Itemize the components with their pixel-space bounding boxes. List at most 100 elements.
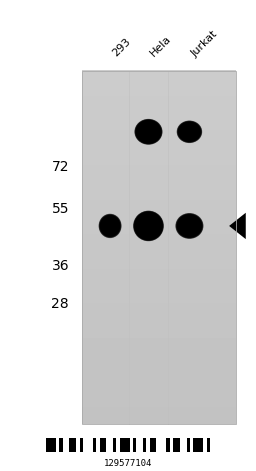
Ellipse shape (136, 120, 161, 143)
Ellipse shape (134, 211, 163, 240)
Ellipse shape (138, 122, 159, 142)
Bar (46, 438, 56, 452)
Ellipse shape (101, 216, 119, 236)
Ellipse shape (181, 124, 198, 139)
Ellipse shape (139, 217, 158, 235)
Ellipse shape (135, 213, 162, 239)
Ellipse shape (137, 121, 160, 143)
Ellipse shape (138, 122, 159, 141)
Text: 55: 55 (52, 203, 69, 217)
Ellipse shape (103, 219, 117, 233)
Ellipse shape (134, 211, 163, 240)
Ellipse shape (178, 122, 201, 142)
Ellipse shape (139, 217, 158, 236)
Ellipse shape (138, 122, 159, 142)
Ellipse shape (139, 216, 158, 236)
Ellipse shape (101, 216, 120, 236)
Bar (100, 438, 106, 452)
Ellipse shape (135, 213, 162, 239)
Ellipse shape (176, 214, 202, 238)
Ellipse shape (142, 219, 155, 233)
Ellipse shape (182, 125, 197, 138)
Ellipse shape (136, 214, 161, 238)
Ellipse shape (99, 215, 121, 237)
Ellipse shape (102, 217, 118, 235)
Ellipse shape (178, 216, 200, 236)
Ellipse shape (142, 126, 155, 138)
Ellipse shape (178, 122, 201, 142)
Text: Jurkat: Jurkat (189, 29, 219, 59)
Ellipse shape (183, 126, 196, 138)
Ellipse shape (99, 214, 121, 238)
Bar (82, 71, 236, 423)
Ellipse shape (105, 220, 115, 232)
Ellipse shape (135, 119, 162, 144)
Text: 129577104: 129577104 (104, 459, 152, 468)
Bar (120, 438, 130, 452)
Ellipse shape (142, 219, 155, 232)
Ellipse shape (102, 218, 118, 234)
Ellipse shape (140, 218, 157, 234)
Ellipse shape (136, 121, 161, 143)
Ellipse shape (178, 216, 201, 236)
Ellipse shape (184, 220, 195, 231)
Ellipse shape (141, 125, 156, 139)
Bar (59, 438, 63, 452)
Ellipse shape (104, 219, 116, 233)
Ellipse shape (183, 220, 196, 232)
Ellipse shape (135, 212, 162, 239)
Ellipse shape (180, 217, 199, 235)
Ellipse shape (136, 213, 161, 238)
Bar (93, 438, 96, 452)
Ellipse shape (104, 219, 116, 232)
Ellipse shape (177, 121, 202, 143)
Ellipse shape (136, 121, 161, 143)
Ellipse shape (101, 216, 119, 236)
Ellipse shape (104, 220, 116, 232)
Ellipse shape (180, 124, 199, 140)
Ellipse shape (99, 214, 122, 238)
Ellipse shape (182, 125, 197, 139)
Ellipse shape (178, 215, 201, 237)
Text: 72: 72 (52, 160, 69, 174)
Bar (143, 438, 146, 452)
Ellipse shape (140, 218, 157, 234)
Text: Hela: Hela (148, 34, 173, 59)
Ellipse shape (178, 122, 200, 141)
Ellipse shape (138, 215, 159, 237)
Ellipse shape (137, 214, 160, 237)
Ellipse shape (184, 127, 195, 137)
Ellipse shape (181, 218, 198, 234)
Bar (166, 438, 170, 452)
Ellipse shape (177, 121, 202, 143)
Ellipse shape (180, 123, 199, 140)
Ellipse shape (102, 217, 118, 235)
Ellipse shape (104, 219, 116, 232)
Ellipse shape (184, 127, 195, 137)
Ellipse shape (142, 220, 155, 232)
Ellipse shape (142, 126, 155, 138)
Ellipse shape (175, 213, 204, 239)
Ellipse shape (102, 217, 119, 235)
Ellipse shape (182, 219, 197, 233)
Ellipse shape (182, 219, 197, 233)
Ellipse shape (142, 219, 155, 233)
Ellipse shape (140, 217, 157, 235)
Ellipse shape (184, 127, 195, 137)
Ellipse shape (179, 217, 199, 235)
Ellipse shape (100, 215, 120, 236)
Ellipse shape (141, 219, 156, 233)
Ellipse shape (134, 211, 163, 241)
Ellipse shape (138, 123, 158, 141)
Ellipse shape (177, 214, 202, 237)
Ellipse shape (177, 214, 202, 238)
Ellipse shape (141, 125, 156, 138)
Ellipse shape (105, 220, 115, 231)
Ellipse shape (99, 214, 121, 238)
Ellipse shape (134, 212, 163, 240)
Bar (150, 438, 156, 452)
Bar (80, 438, 83, 452)
Ellipse shape (179, 122, 200, 141)
Ellipse shape (141, 219, 156, 234)
Ellipse shape (180, 217, 199, 235)
